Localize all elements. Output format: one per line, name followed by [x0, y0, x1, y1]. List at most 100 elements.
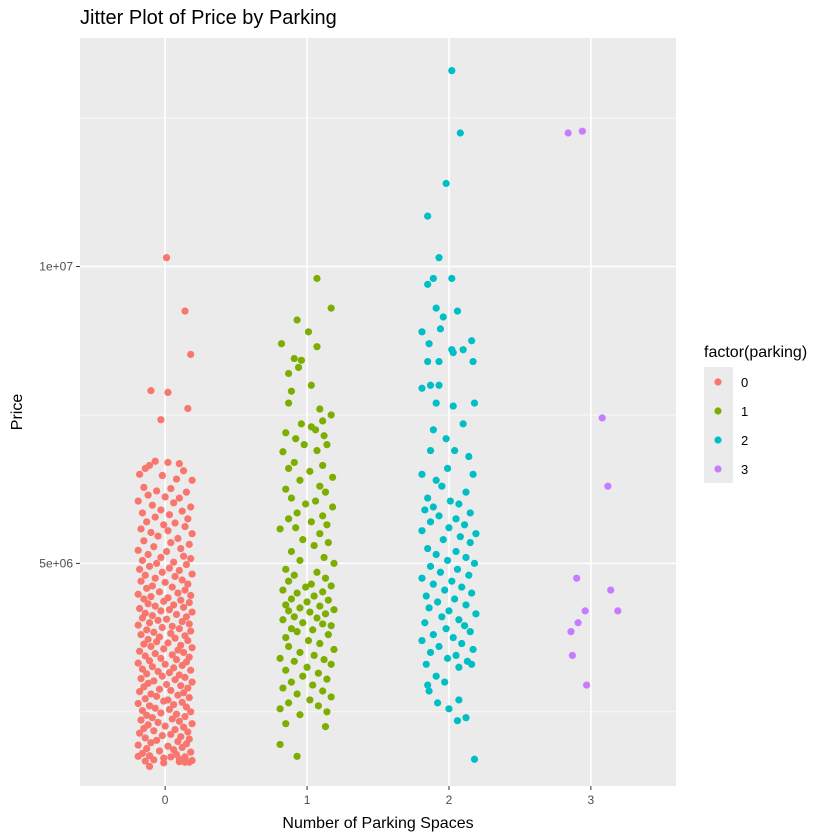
data-point-parking-0 — [140, 537, 148, 545]
data-point-parking-0 — [164, 388, 172, 397]
data-point-parking-1 — [323, 675, 331, 683]
data-point-parking-2 — [448, 274, 456, 283]
data-point-parking-0 — [170, 601, 178, 609]
data-point-parking-0 — [134, 621, 142, 629]
data-point-parking-0 — [141, 464, 149, 472]
data-point-parking-1 — [285, 699, 293, 707]
data-point-parking-0 — [157, 416, 165, 424]
data-point-parking-1 — [309, 626, 317, 634]
data-point-parking-3 — [581, 607, 589, 615]
data-point-parking-0 — [143, 670, 151, 678]
data-point-parking-0 — [181, 753, 189, 761]
data-point-parking-1 — [290, 458, 298, 467]
data-point-parking-0 — [151, 574, 159, 582]
x-tick-label: 3 — [588, 793, 595, 807]
data-point-parking-0 — [188, 570, 196, 578]
data-point-parking-1 — [279, 616, 287, 624]
data-point-parking-0 — [154, 667, 162, 676]
data-point-parking-1 — [306, 467, 314, 475]
data-point-parking-0 — [167, 686, 175, 695]
data-point-parking-0 — [174, 589, 182, 597]
data-point-parking-1 — [330, 645, 338, 654]
data-point-parking-1 — [319, 417, 327, 425]
data-point-parking-2 — [465, 571, 473, 579]
data-point-parking-0 — [158, 672, 166, 680]
data-point-parking-2 — [435, 512, 443, 520]
data-point-parking-1 — [279, 448, 287, 456]
data-point-parking-0 — [172, 710, 181, 718]
data-point-parking-0 — [161, 493, 169, 501]
legend-title: factor(parking) — [704, 344, 807, 361]
data-point-parking-1 — [321, 488, 330, 496]
data-point-parking-1 — [310, 651, 318, 659]
data-point-parking-0 — [136, 688, 144, 696]
data-point-parking-1 — [282, 666, 290, 674]
data-point-parking-1 — [282, 485, 290, 493]
data-point-parking-1 — [279, 586, 287, 594]
data-point-parking-0 — [145, 619, 154, 627]
data-point-parking-2 — [468, 337, 476, 345]
data-point-parking-0 — [145, 762, 154, 771]
data-point-parking-2 — [435, 381, 443, 389]
data-point-parking-1 — [327, 582, 335, 590]
legend-label: 2 — [741, 433, 748, 448]
legend-key-background — [704, 367, 733, 483]
data-point-parking-1 — [306, 696, 314, 704]
data-point-parking-1 — [321, 723, 330, 731]
data-point-parking-2 — [422, 592, 430, 600]
data-point-parking-2 — [460, 622, 469, 630]
data-point-parking-2 — [466, 539, 474, 547]
data-point-parking-0 — [175, 460, 183, 468]
data-point-parking-1 — [296, 648, 304, 657]
data-point-parking-2 — [424, 494, 432, 502]
data-point-parking-2 — [468, 589, 476, 597]
data-point-parking-1 — [285, 369, 293, 378]
data-point-parking-1 — [306, 608, 314, 616]
data-point-parking-0 — [162, 680, 171, 689]
y-axis-ticks: 5e+06 1e+07 — [39, 260, 80, 570]
y-axis-title: Price — [9, 394, 26, 431]
data-point-parking-0 — [179, 648, 188, 657]
data-point-parking-2 — [438, 482, 446, 490]
data-point-parking-2 — [418, 527, 426, 535]
data-point-parking-0 — [164, 639, 172, 647]
data-point-parking-0 — [154, 532, 162, 540]
data-point-parking-0 — [165, 669, 173, 677]
data-point-parking-1 — [327, 660, 335, 668]
data-point-parking-0 — [185, 693, 193, 702]
data-point-parking-0 — [144, 550, 152, 559]
data-point-parking-0 — [182, 613, 191, 621]
data-point-parking-2 — [435, 357, 443, 366]
data-point-parking-0 — [158, 568, 166, 576]
data-point-parking-2 — [424, 280, 432, 288]
data-point-parking-0 — [168, 651, 176, 659]
data-point-parking-0 — [151, 457, 159, 465]
data-point-parking-0 — [141, 757, 149, 765]
data-point-parking-1 — [292, 435, 300, 443]
data-point-parking-0 — [184, 728, 192, 736]
data-point-parking-2 — [429, 426, 437, 434]
data-point-parking-1 — [290, 571, 298, 579]
data-point-parking-0 — [136, 565, 144, 573]
data-point-parking-0 — [148, 663, 156, 671]
data-point-parking-0 — [167, 753, 175, 761]
data-point-parking-0 — [143, 584, 151, 592]
data-point-parking-0 — [178, 698, 186, 706]
data-point-parking-2 — [426, 562, 435, 570]
data-point-parking-2 — [466, 628, 474, 636]
data-point-parking-0 — [168, 715, 176, 723]
data-point-parking-0 — [147, 528, 155, 537]
data-point-parking-0 — [181, 758, 189, 766]
data-point-parking-0 — [162, 547, 171, 556]
data-point-parking-0 — [134, 741, 142, 749]
data-point-parking-0 — [140, 483, 148, 491]
legend-key-3 — [714, 465, 722, 473]
data-point-parking-1 — [327, 622, 335, 630]
data-point-parking-2 — [438, 613, 446, 621]
data-point-parking-0 — [158, 623, 166, 632]
data-point-parking-3 — [614, 607, 622, 615]
data-point-parking-2 — [425, 340, 433, 348]
data-point-parking-1 — [316, 482, 324, 490]
data-point-parking-0 — [178, 617, 186, 626]
